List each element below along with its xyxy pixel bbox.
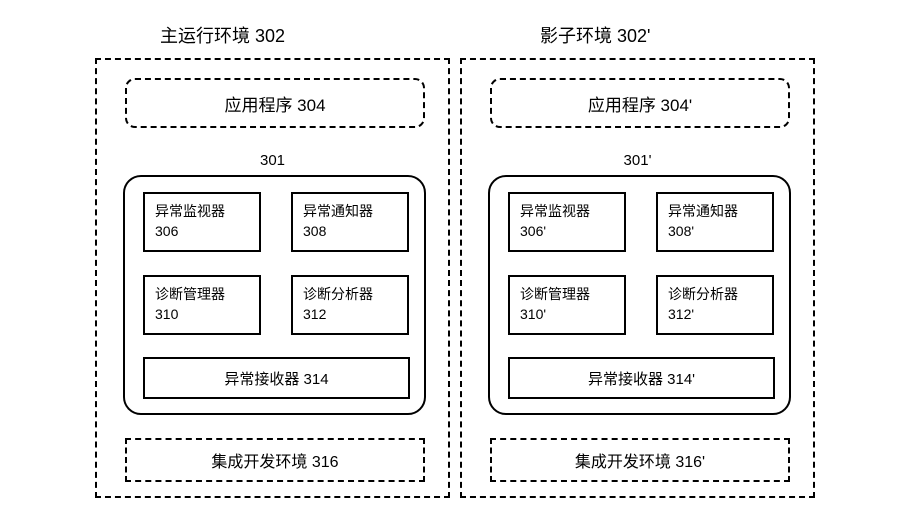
main-manager-box: 诊断管理器 310 [143, 275, 261, 335]
shadow-sublabel: 301' [462, 152, 813, 169]
main-app-box: 应用程序 304 [125, 78, 425, 128]
shadow-notifier-box: 异常通知器 308' [656, 192, 774, 252]
shadow-manager-box: 诊断管理器 310' [508, 275, 626, 335]
main-monitor-line2: 306 [155, 222, 178, 242]
main-receiver-box: 异常接收器 314 [143, 357, 410, 399]
main-analyzer-box: 诊断分析器 312 [291, 275, 409, 335]
main-notifier-line1: 异常通知器 [303, 202, 373, 222]
main-notifier-box: 异常通知器 308 [291, 192, 409, 252]
main-component-group: 异常监视器 306 异常通知器 308 诊断管理器 310 诊断分析器 312 … [123, 175, 426, 415]
shadow-app-box: 应用程序 304' [490, 78, 790, 128]
shadow-analyzer-line2: 312' [668, 305, 694, 325]
diagram-canvas: 主运行环境 302 影子环境 302' 应用程序 304 301 异常监视器 3… [0, 0, 897, 518]
shadow-env-title: 影子环境 302' [540, 22, 650, 48]
main-notifier-line2: 308 [303, 222, 326, 242]
main-app-label: 应用程序 304 [224, 91, 325, 116]
shadow-receiver-box: 异常接收器 314' [508, 357, 775, 399]
shadow-monitor-line2: 306' [520, 222, 546, 242]
main-analyzer-line2: 312 [303, 305, 326, 325]
shadow-receiver-label: 异常接收器 314' [588, 368, 695, 389]
main-monitor-box: 异常监视器 306 [143, 192, 261, 252]
main-ide-box: 集成开发环境 316 [125, 438, 425, 482]
shadow-manager-line2: 310' [520, 305, 546, 325]
main-env-box: 应用程序 304 301 异常监视器 306 异常通知器 308 诊断管理器 3… [95, 58, 450, 498]
shadow-analyzer-line1: 诊断分析器 [668, 285, 738, 305]
main-manager-line2: 310 [155, 305, 178, 325]
main-ide-label: 集成开发环境 316 [211, 448, 338, 472]
main-env-title: 主运行环境 302 [160, 22, 285, 48]
shadow-component-group: 异常监视器 306' 异常通知器 308' 诊断管理器 310' 诊断分析器 3… [488, 175, 791, 415]
main-analyzer-line1: 诊断分析器 [303, 285, 373, 305]
shadow-app-label: 应用程序 304' [588, 91, 692, 116]
main-sublabel: 301 [97, 152, 448, 169]
shadow-analyzer-box: 诊断分析器 312' [656, 275, 774, 335]
shadow-monitor-line1: 异常监视器 [520, 202, 590, 222]
main-monitor-line1: 异常监视器 [155, 202, 225, 222]
shadow-notifier-line2: 308' [668, 222, 694, 242]
shadow-ide-label: 集成开发环境 316' [575, 448, 705, 472]
main-receiver-label: 异常接收器 314 [224, 368, 328, 389]
shadow-env-box: 应用程序 304' 301' 异常监视器 306' 异常通知器 308' 诊断管… [460, 58, 815, 498]
shadow-manager-line1: 诊断管理器 [520, 285, 590, 305]
shadow-ide-box: 集成开发环境 316' [490, 438, 790, 482]
shadow-notifier-line1: 异常通知器 [668, 202, 738, 222]
main-manager-line1: 诊断管理器 [155, 285, 225, 305]
shadow-monitor-box: 异常监视器 306' [508, 192, 626, 252]
